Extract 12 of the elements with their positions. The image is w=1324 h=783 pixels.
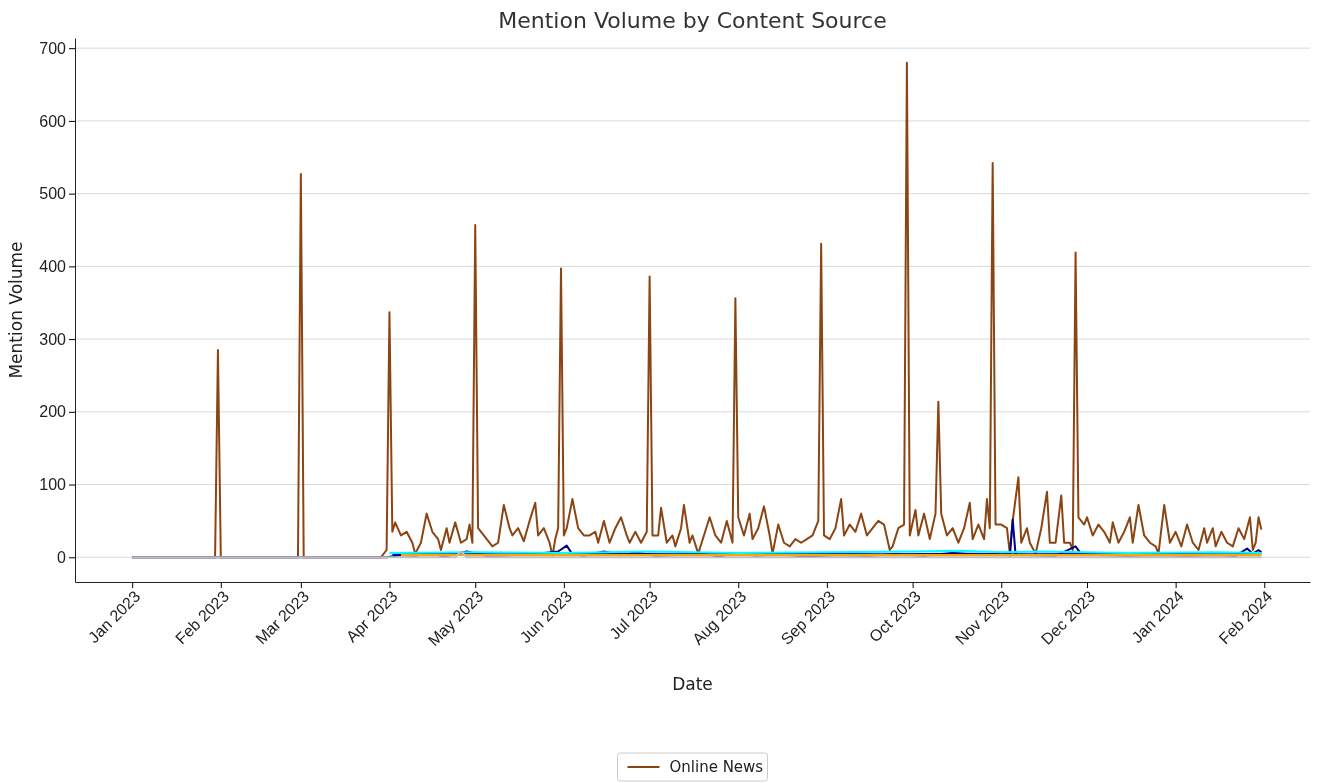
y-tick-label: 0: [57, 548, 67, 566]
x-axis-title: Date: [672, 674, 713, 694]
y-axis-title: Mention Volume: [6, 241, 26, 379]
chart-title: Mention Volume by Content Source: [498, 8, 887, 33]
y-tick-label: 700: [39, 39, 67, 57]
y-tick-label: 300: [39, 330, 67, 348]
y-tick-label: 600: [39, 112, 67, 130]
y-tick-label: 100: [39, 476, 67, 494]
legend-label: Online News: [669, 758, 764, 776]
y-tick-label: 400: [39, 257, 67, 275]
y-tick-label: 200: [39, 403, 67, 421]
y-tick-label: 500: [39, 185, 67, 203]
